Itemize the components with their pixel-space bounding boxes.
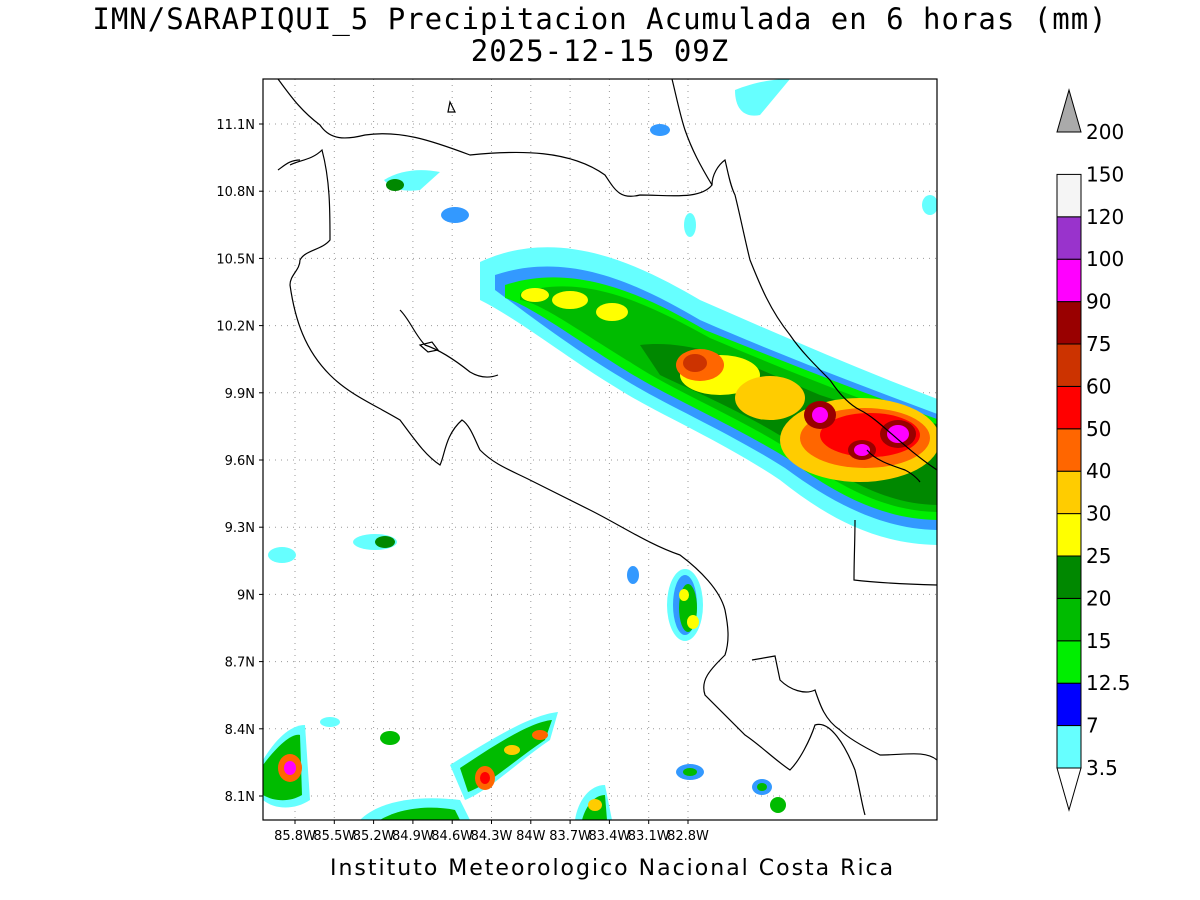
colorbar-swatch [1056, 173, 1082, 218]
colorbar-label: 75 [1086, 332, 1111, 356]
colorbar-label: 20 [1086, 586, 1111, 610]
colorbar-bottom-triangle [1056, 767, 1082, 812]
colorbar-swatch [1056, 301, 1082, 345]
lat-label: 11.1N [216, 118, 255, 133]
colorbar-swatch [1056, 470, 1082, 515]
colorbar-label: 40 [1086, 459, 1111, 483]
lon-label: 84W [516, 829, 546, 844]
lon-label: 84.9W [392, 829, 434, 844]
colorbar-label: 150 [1086, 162, 1124, 186]
lon-label: 85.8W [274, 829, 316, 844]
colorbar-swatch [1056, 343, 1082, 387]
lat-label: 10.5N [216, 252, 255, 267]
colorbar: 3.5 7 12.5 15 20 25 30 40 50 60 75 90 100 120 150 200 [1056, 88, 1131, 812]
lat-label: 8.4N [225, 723, 255, 738]
lon-label: 85.5W [313, 829, 355, 844]
coastlines [277, 79, 937, 816]
colorbar-swatch [1056, 640, 1082, 684]
colorbar-label: 25 [1086, 544, 1111, 568]
lon-label: 82.8W [667, 829, 709, 844]
colorbar-swatch [1056, 682, 1082, 727]
colorbar-swatch [1056, 258, 1082, 303]
lat-label: 10.8N [216, 185, 255, 200]
lon-label: 84.3W [471, 829, 513, 844]
colorbar-label: 50 [1086, 417, 1111, 441]
lat-label: 9.9N [225, 387, 255, 402]
lat-label: 9.6N [225, 454, 255, 469]
colorbar-top-triangle [1056, 88, 1082, 133]
colorbar-label: 90 [1086, 290, 1111, 314]
colorbar-swatch [1056, 428, 1082, 472]
precipitation-field [263, 79, 937, 820]
lat-label: 9N [237, 588, 255, 603]
lon-label: 83.7W [549, 829, 591, 844]
map-datetime: 2025-12-15 09Z [470, 34, 730, 68]
plot-frame [262, 78, 938, 821]
colorbar-label: 30 [1086, 502, 1111, 526]
colorbar-swatch [1056, 555, 1082, 599]
colorbar-swatch [1056, 597, 1082, 642]
colorbar-label: 3.5 [1086, 756, 1118, 780]
colorbar-swatch [1056, 513, 1082, 557]
footer-credit: Instituto Meteorologico Nacional Costa R… [330, 856, 896, 881]
lat-label: 8.1N [225, 790, 255, 805]
lat-label: 10.2N [216, 320, 255, 335]
lon-label: 83.1W [628, 829, 670, 844]
map-title: IMN/SARAPIQUI_5 Precipitacion Acumulada … [92, 2, 1108, 36]
axis-labels: 11.1N 10.8N 10.5N 10.2N 9.9N 9.6N 9.3N 9N 8.7N 8.… [216, 118, 709, 844]
colorbar-label: 120 [1086, 205, 1124, 229]
lat-label: 9.3N [225, 521, 255, 536]
colorbar-label: 100 [1086, 247, 1124, 271]
lon-label: 83.4W [588, 829, 630, 844]
colorbar-label: 200 [1086, 120, 1124, 144]
colorbar-label: 7 [1086, 714, 1099, 738]
colorbar-label: 15 [1086, 629, 1111, 653]
lon-label: 85.2W [353, 829, 395, 844]
colorbar-swatch [1056, 385, 1082, 430]
lon-label: 84.6W [431, 829, 473, 844]
colorbar-swatch [1056, 216, 1082, 260]
lat-label: 8.7N [225, 656, 255, 671]
colorbar-label: 60 [1086, 374, 1111, 398]
colorbar-swatch [1056, 725, 1082, 769]
colorbar-label: 12.5 [1086, 671, 1131, 695]
